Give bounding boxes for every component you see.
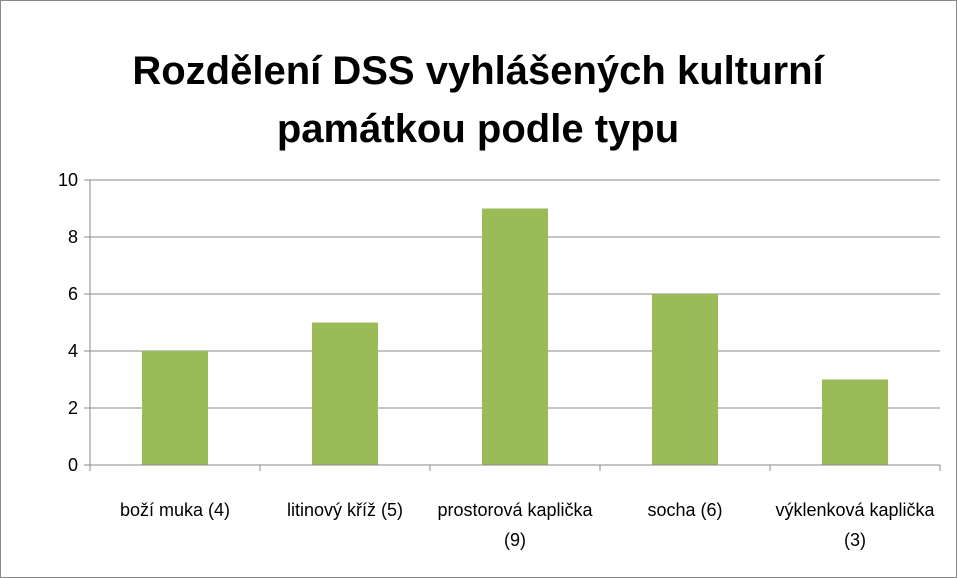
chart-title: Rozdělení DSS vyhlášených kulturní památ…: [132, 49, 824, 151]
y-tick-label: 10: [57, 170, 78, 190]
x-tick-label: výklenková kaplička (3): [775, 500, 935, 550]
y-tick-label: 4: [67, 341, 78, 361]
y-tick-label: 2: [67, 398, 78, 418]
x-tick-label: boží muka (4): [119, 500, 231, 520]
bar: [142, 351, 208, 465]
x-tick-label: litinový kříž (5): [286, 500, 403, 520]
x-tick-label: socha (6): [647, 500, 723, 520]
bar: [822, 379, 888, 465]
y-tick-label: 8: [67, 227, 78, 247]
bar: [482, 208, 548, 465]
y-tick-label: 0: [67, 455, 78, 475]
bar: [312, 322, 378, 465]
y-tick-label: 6: [67, 284, 78, 304]
x-tick-label: prostorová kaplička (9): [437, 500, 593, 550]
bar: [652, 294, 718, 465]
